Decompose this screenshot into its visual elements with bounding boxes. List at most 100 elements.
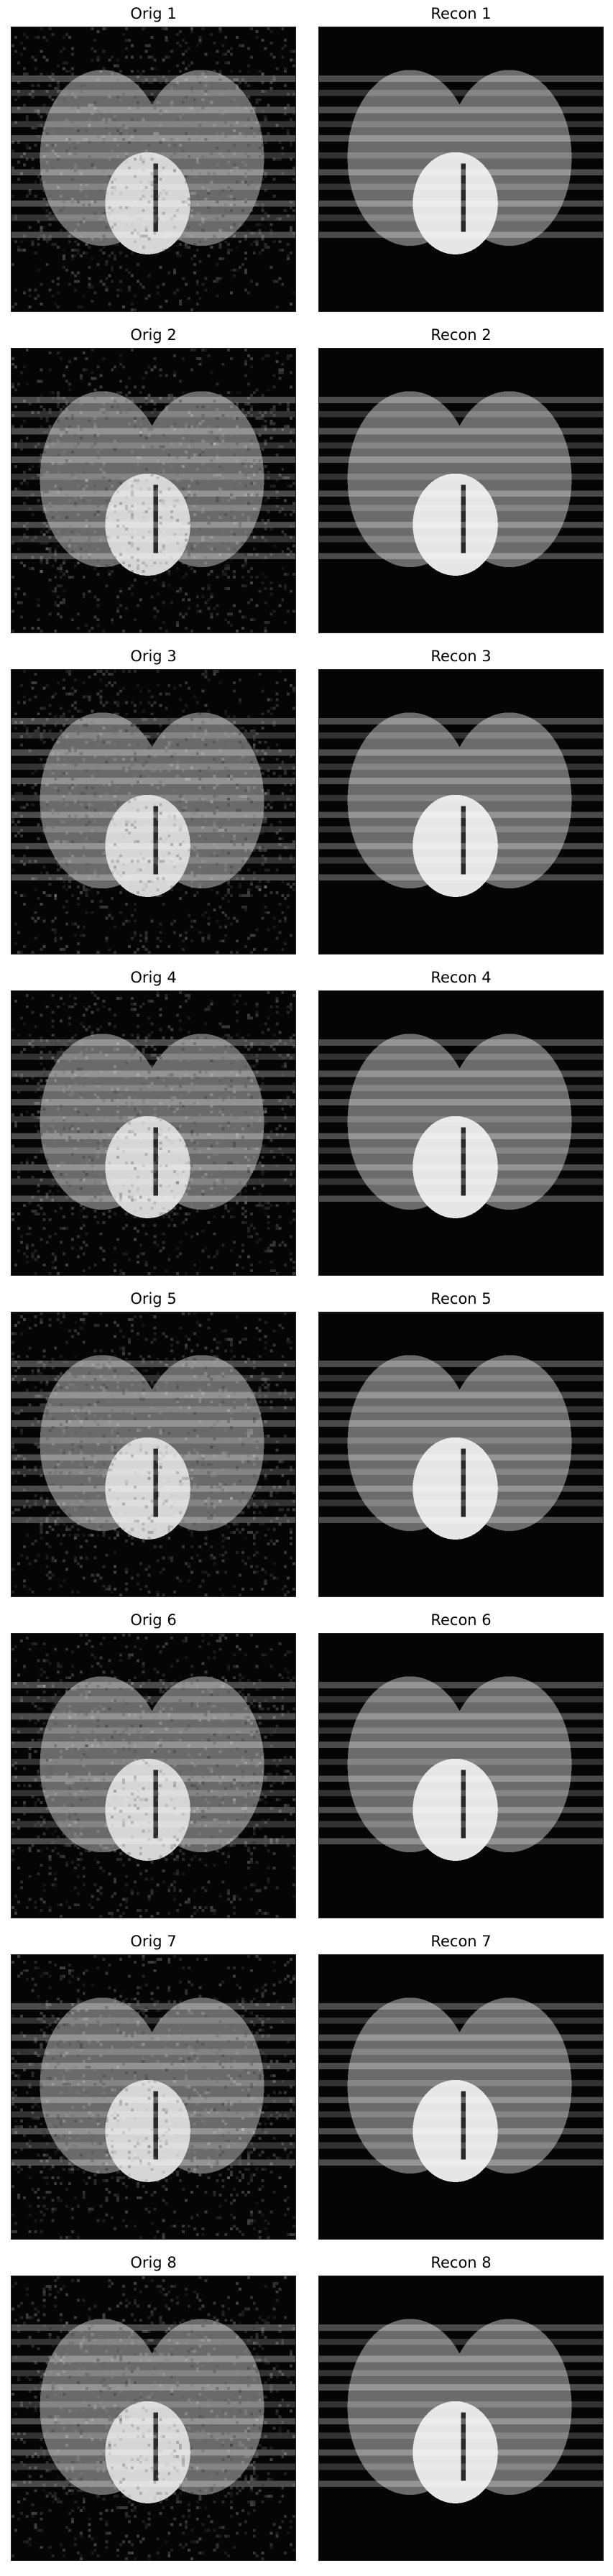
stripe-layer — [319, 1039, 603, 1202]
reconstruction-image — [318, 669, 604, 954]
bright-region — [412, 152, 498, 254]
phantom-svg — [11, 1634, 295, 1918]
texture-layer — [40, 1997, 267, 2182]
bright-region — [412, 794, 498, 897]
stripe-layer — [11, 1682, 295, 1845]
bright-region — [105, 1116, 190, 1218]
phantom-svg — [11, 1955, 295, 2239]
panel-title: Orig 7 — [130, 1933, 177, 1950]
stripe-layer — [11, 75, 295, 239]
reconstruction-image — [318, 1312, 604, 1597]
phantom-svg — [319, 1312, 603, 1596]
phantom-svg — [11, 27, 295, 311]
bright-region — [412, 473, 498, 576]
panel-title: Recon 8 — [430, 2254, 492, 2271]
reconstruction-image — [318, 990, 604, 1276]
bright-region — [105, 794, 190, 897]
bright-region — [105, 152, 190, 254]
original-image — [11, 990, 296, 1276]
bright-region — [412, 2401, 498, 2503]
phantom-svg — [319, 349, 603, 632]
panel-title: Orig 4 — [130, 969, 177, 986]
stripe-layer — [11, 2324, 295, 2488]
vertical-gap — [153, 1770, 158, 1839]
reconstruction-image — [318, 1633, 604, 1918]
panel-title: Orig 2 — [130, 326, 177, 344]
phantom-svg — [11, 1312, 295, 1596]
original-image — [11, 669, 296, 954]
vertical-gap — [153, 163, 158, 232]
bright-region — [105, 2079, 190, 2182]
texture-layer — [40, 391, 267, 576]
texture-layer — [40, 712, 267, 897]
original-image — [11, 348, 296, 633]
panel-title: Recon 1 — [430, 5, 492, 22]
reconstruction-image — [318, 27, 604, 312]
bright-region — [412, 1437, 498, 1540]
vertical-gap — [153, 2091, 158, 2160]
bright-region — [105, 473, 190, 576]
bright-region — [105, 1437, 190, 1540]
phantom-svg — [11, 2276, 295, 2560]
vertical-gap — [461, 1770, 466, 1839]
stripe-layer — [319, 1361, 603, 1524]
stripe-layer — [11, 1361, 295, 1524]
phantom-svg — [319, 2276, 603, 2560]
stripe-layer — [11, 2003, 295, 2166]
vertical-gap — [461, 1448, 466, 1517]
bright-region — [412, 1116, 498, 1218]
original-image — [11, 1954, 296, 2240]
phantom-svg — [11, 349, 295, 632]
panel-title: Orig 3 — [130, 648, 177, 665]
panel-title: Recon 4 — [430, 969, 492, 986]
panel-title: Recon 2 — [430, 326, 492, 344]
stripe-layer — [11, 718, 295, 881]
bright-region — [412, 2079, 498, 2182]
texture-layer — [40, 1355, 267, 1540]
panel-title: Recon 7 — [430, 1933, 492, 1950]
texture-layer — [40, 2319, 267, 2503]
panel-title: Recon 6 — [430, 1611, 492, 1629]
vertical-gap — [461, 1127, 466, 1196]
phantom-svg — [11, 991, 295, 1275]
phantom-svg — [11, 670, 295, 954]
stripe-layer — [11, 397, 295, 560]
vertical-gap — [461, 163, 466, 232]
stripe-layer — [319, 75, 603, 239]
vertical-gap — [153, 2412, 158, 2481]
stripe-layer — [319, 2003, 603, 2166]
original-image — [11, 1633, 296, 1918]
reconstruction-image — [318, 348, 604, 633]
phantom-svg — [319, 1634, 603, 1918]
phantom-svg — [319, 670, 603, 954]
panel-title: Recon 3 — [430, 648, 492, 665]
original-image — [11, 27, 296, 312]
panel-title: Orig 1 — [130, 5, 177, 22]
panel-title: Orig 6 — [130, 1611, 177, 1629]
vertical-gap — [153, 1448, 158, 1517]
bright-region — [412, 1758, 498, 1861]
reconstruction-image — [318, 1954, 604, 2240]
vertical-gap — [461, 2091, 466, 2160]
phantom-svg — [319, 1955, 603, 2239]
texture-layer — [40, 1034, 267, 1218]
vertical-gap — [461, 806, 466, 875]
original-image — [11, 1312, 296, 1597]
stripe-layer — [319, 397, 603, 560]
stripe-layer — [319, 1682, 603, 1845]
texture-layer — [40, 1676, 267, 1861]
bright-region — [105, 1758, 190, 1861]
vertical-gap — [461, 484, 466, 553]
vertical-gap — [153, 806, 158, 875]
vertical-gap — [461, 2412, 466, 2481]
texture-layer — [40, 70, 267, 254]
bright-region — [105, 2401, 190, 2503]
panel-title: Orig 5 — [130, 1290, 177, 1307]
panel-title: Recon 5 — [430, 1290, 492, 1307]
stripe-layer — [319, 2324, 603, 2488]
vertical-gap — [153, 484, 158, 553]
original-image — [11, 2276, 296, 2561]
vertical-gap — [153, 1127, 158, 1196]
phantom-svg — [319, 27, 603, 311]
